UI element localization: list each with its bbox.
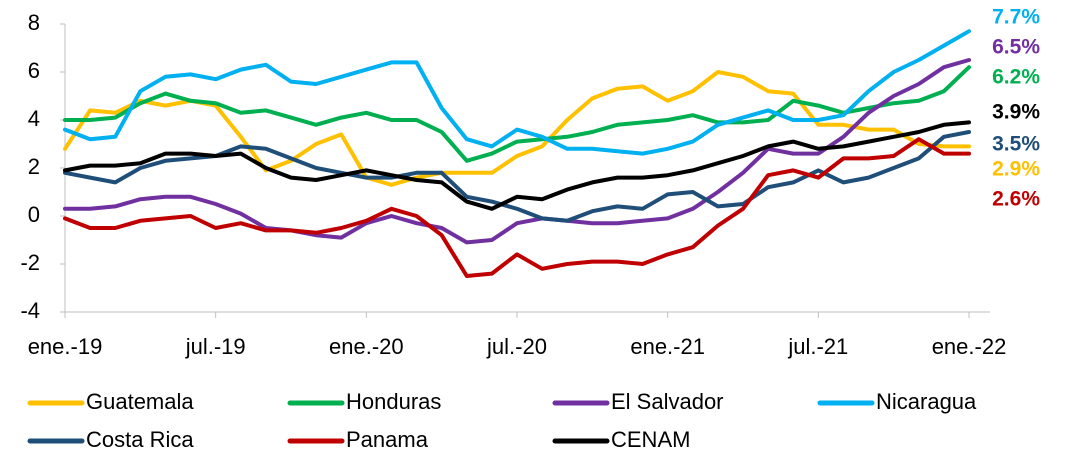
value-label: 6.2%	[992, 66, 1040, 89]
y-tick-label: -4	[20, 298, 40, 323]
value-label: 7.7%	[992, 6, 1040, 29]
value-label: 2.6%	[992, 188, 1040, 211]
value-label: 3.9%	[992, 101, 1040, 124]
x-tick-label: ene.-21	[630, 334, 705, 359]
line-series	[63, 58, 971, 245]
line-series	[63, 65, 971, 163]
y-tick-label: 0	[28, 202, 40, 227]
line-series	[63, 120, 971, 211]
y-tick-label: -2	[20, 250, 40, 275]
legend-label: CENAM	[611, 427, 690, 452]
value-label: 2.9%	[992, 158, 1040, 181]
x-tick-label: ene.-22	[932, 334, 1007, 359]
value-label: 6.5%	[992, 36, 1040, 59]
legend-label: El Salvador	[611, 389, 724, 414]
line-series	[63, 29, 971, 156]
value-label: 3.5%	[992, 133, 1040, 156]
x-tick-label: ene.-19	[28, 334, 103, 359]
legend-label: Costa Rica	[86, 427, 194, 452]
line-series	[63, 70, 971, 187]
legend-label: Nicaragua	[876, 389, 977, 414]
y-tick-label: 2	[28, 154, 40, 179]
legend-label: Guatemala	[86, 389, 194, 414]
x-tick-label: jul.-19	[185, 334, 246, 359]
legend-label: Honduras	[346, 389, 441, 414]
y-tick-label: 6	[28, 58, 40, 83]
y-tick-label: 4	[28, 106, 40, 131]
x-tick-label: jul.-20	[486, 334, 547, 359]
x-tick-label: ene.-20	[329, 334, 404, 359]
x-tick-label: jul.-21	[787, 334, 848, 359]
line-series	[63, 137, 971, 278]
y-tick-label: 8	[28, 10, 40, 35]
legend-label: Panama	[346, 427, 429, 452]
